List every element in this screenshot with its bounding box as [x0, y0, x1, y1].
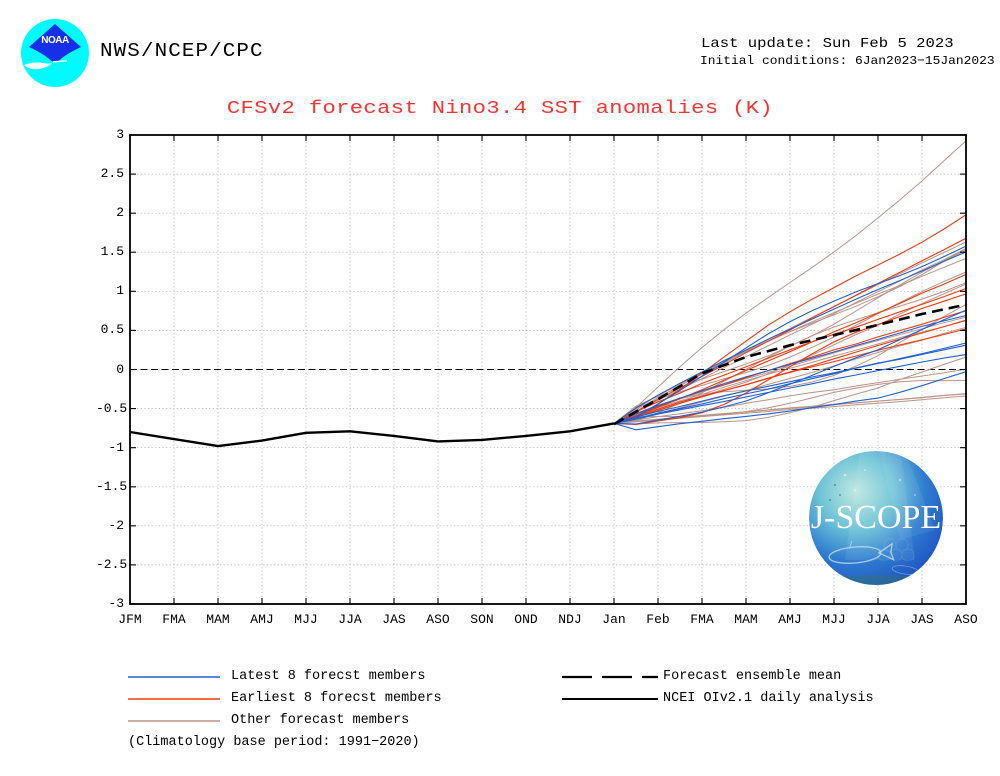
svg-text:J-SCOPE: J-SCOPE: [811, 499, 941, 536]
